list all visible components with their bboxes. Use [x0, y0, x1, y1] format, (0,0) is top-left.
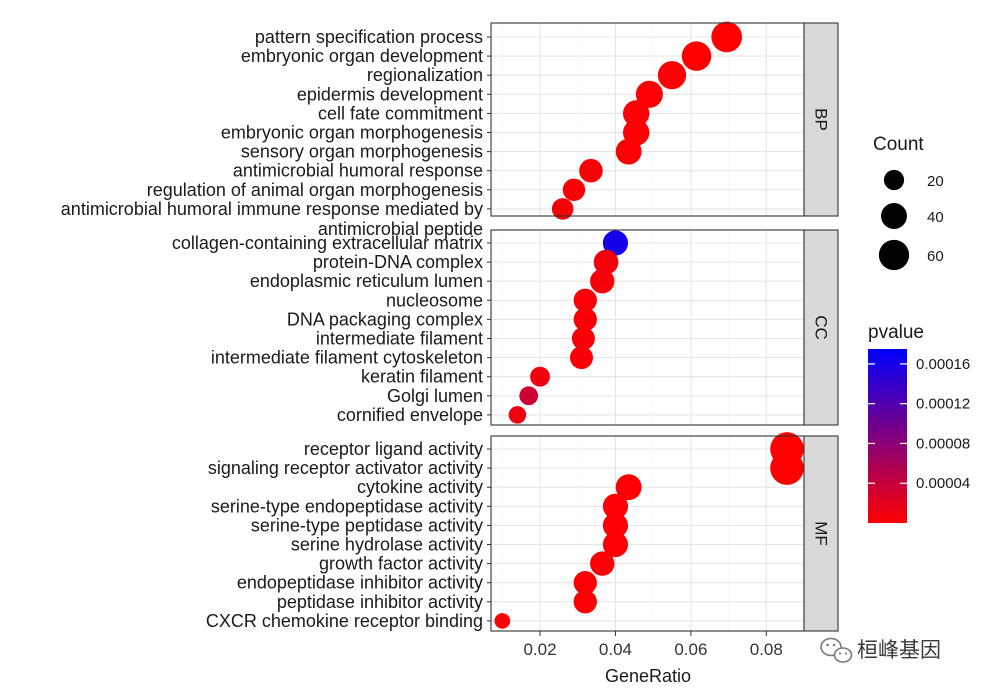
data-point [635, 80, 663, 108]
term-label: endopeptidase inhibitor activity [237, 573, 483, 593]
data-point [602, 493, 629, 519]
term-label: receptor ligand activity [304, 439, 483, 459]
term-label: antimicrobial humoral immune response me… [61, 199, 483, 219]
term-label: regionalization [367, 65, 483, 85]
term-label: pattern specification process [255, 27, 483, 47]
data-point [590, 551, 615, 576]
strip-box [803, 22, 839, 217]
wechat-icon [820, 637, 853, 663]
term-label: cytokine activity [357, 477, 483, 497]
legend-size-label: 20 [927, 173, 944, 190]
data-point [770, 451, 804, 485]
data-point [579, 158, 603, 183]
x-tick-label: 0.02 [523, 640, 556, 659]
legend-size-label: 60 [927, 248, 944, 265]
data-point [494, 613, 511, 629]
term-label: intermediate filament [316, 329, 483, 349]
x-tick-label: 0.08 [750, 640, 783, 659]
term-label: CXCR chemokine receptor binding [206, 611, 483, 631]
panel-cc: collagen-containing extracellular matrix… [172, 229, 839, 426]
term-label: cell fate commitment [318, 103, 483, 123]
legend-colorbar [868, 349, 907, 523]
colorbar-label: 0.00004 [916, 475, 970, 492]
legend: Count 20 40 60 pvalue 0.00004 0.00008 0.00012 0.… [868, 134, 970, 523]
data-point [615, 474, 642, 501]
data-point [562, 178, 586, 202]
strip-box [803, 435, 839, 632]
term-label: antimicrobial peptide [318, 219, 483, 239]
legend-size-label: 40 [927, 209, 944, 226]
data-point [519, 386, 539, 406]
data-point [711, 21, 743, 53]
term-label: nucleosome [386, 290, 483, 310]
legend-pvalue-title: pvalue [868, 322, 924, 343]
data-point [593, 249, 619, 275]
colorbar-label: 0.00012 [916, 396, 970, 413]
term-label: embryonic organ morphogenesis [221, 123, 483, 143]
data-point [571, 326, 595, 351]
term-label: serine-type endopeptidase activity [211, 496, 483, 516]
term-label: peptidase inhibitor activity [277, 592, 483, 612]
colorbar-label: 0.00008 [916, 435, 970, 452]
data-point [602, 531, 629, 558]
data-point [602, 512, 629, 538]
term-label: signaling receptor activator activity [208, 458, 483, 478]
watermark-text: 桓峰基因 [857, 638, 941, 662]
term-label: serine-type peptidase activity [251, 515, 483, 535]
term-label: collagen-containing extracellular matrix [172, 233, 483, 253]
legend-size-key [883, 169, 905, 191]
strip-label: MF [812, 521, 831, 546]
data-point [569, 346, 594, 370]
data-point [573, 307, 597, 332]
term-label: epidermis development [297, 84, 483, 104]
data-point [573, 590, 597, 614]
term-label: serine hydrolase activity [291, 535, 483, 555]
legend-count-title: Count [873, 134, 924, 155]
term-label: growth factor activity [319, 554, 483, 574]
term-label: keratin filament [361, 367, 483, 387]
x-axis: 0.02 0.04 0.06 0.08 [523, 631, 783, 659]
data-point [602, 230, 629, 256]
colorbar-label: 0.00016 [916, 356, 970, 373]
data-point [551, 198, 574, 220]
data-point [508, 406, 527, 424]
x-axis-title: GeneRatio [605, 666, 691, 686]
data-point [681, 41, 712, 71]
term-label: sensory organ morphogenesis [241, 142, 483, 162]
term-label: regulation of animal organ morphogenesis [147, 180, 483, 200]
strip-label: BP [812, 108, 831, 131]
data-point [657, 61, 687, 90]
legend-size-key [881, 203, 907, 229]
term-label: endoplasmic reticulum lumen [250, 271, 483, 291]
term-label: intermediate filament cytoskeleton [211, 348, 483, 368]
watermark: 桓峰基因 [820, 637, 941, 663]
term-label: Golgi lumen [387, 386, 483, 406]
data-point [530, 366, 550, 387]
data-point [573, 571, 597, 595]
data-point [622, 100, 650, 127]
x-tick-label: 0.04 [599, 640, 632, 659]
data-point [573, 288, 597, 312]
term-label: cornified envelope [337, 405, 483, 425]
term-label: antimicrobial humoral response [233, 161, 483, 181]
data-point [590, 269, 615, 294]
legend-size-key [878, 239, 910, 271]
x-tick-label: 0.06 [674, 640, 707, 659]
term-label: embryonic organ development [241, 46, 483, 66]
term-label: DNA packaging complex [287, 309, 483, 329]
term-label: protein-DNA complex [313, 252, 483, 272]
data-point [615, 138, 642, 165]
strip-label: CC [812, 315, 831, 340]
strip-box [803, 229, 839, 426]
